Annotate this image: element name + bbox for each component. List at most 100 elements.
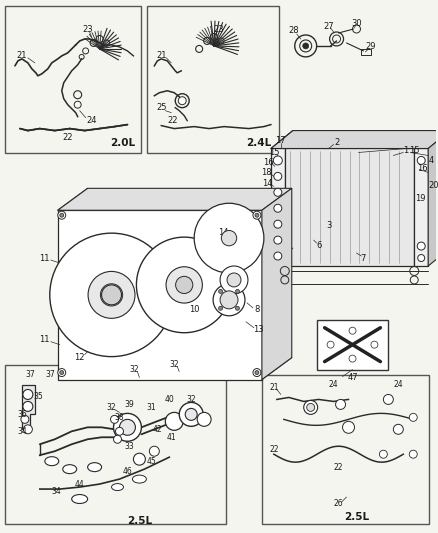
- Circle shape: [23, 401, 33, 411]
- Circle shape: [393, 424, 403, 434]
- Ellipse shape: [88, 463, 102, 472]
- Text: 18: 18: [261, 168, 272, 177]
- Text: 21: 21: [156, 51, 166, 60]
- Text: 24: 24: [329, 380, 339, 389]
- Ellipse shape: [45, 457, 59, 466]
- Circle shape: [179, 402, 203, 426]
- Circle shape: [236, 306, 240, 310]
- Circle shape: [304, 400, 318, 414]
- Circle shape: [219, 306, 223, 310]
- Text: 34: 34: [52, 487, 62, 496]
- Text: 36: 36: [17, 410, 27, 419]
- Circle shape: [102, 285, 121, 305]
- Polygon shape: [428, 131, 438, 266]
- Text: 4: 4: [428, 156, 434, 165]
- Text: 2: 2: [334, 138, 339, 147]
- Text: 16: 16: [417, 164, 427, 173]
- Text: 44: 44: [75, 480, 85, 489]
- Circle shape: [274, 220, 282, 228]
- Text: 20: 20: [428, 181, 438, 190]
- Bar: [414, 149, 428, 266]
- Circle shape: [327, 341, 334, 348]
- Bar: [5, 6, 141, 154]
- Text: 3: 3: [326, 221, 331, 230]
- Polygon shape: [262, 188, 292, 379]
- Text: 37: 37: [45, 370, 55, 379]
- Text: 27: 27: [323, 21, 334, 30]
- Circle shape: [120, 419, 135, 435]
- Text: 11: 11: [39, 335, 50, 344]
- Text: 15: 15: [409, 146, 420, 155]
- Text: 29: 29: [365, 43, 376, 51]
- Text: 30: 30: [351, 19, 362, 28]
- Text: 32: 32: [130, 365, 139, 374]
- Text: 22: 22: [334, 463, 343, 472]
- Text: 17: 17: [276, 136, 286, 145]
- Polygon shape: [58, 210, 262, 379]
- Circle shape: [220, 266, 248, 294]
- Text: 39: 39: [124, 400, 134, 409]
- Circle shape: [58, 368, 66, 376]
- Circle shape: [149, 446, 159, 456]
- Circle shape: [100, 284, 123, 306]
- Text: 33: 33: [124, 442, 134, 451]
- Text: 35: 35: [33, 392, 43, 401]
- Bar: [5, 365, 226, 524]
- Circle shape: [227, 273, 241, 287]
- Text: 22: 22: [167, 116, 177, 125]
- Ellipse shape: [112, 483, 124, 490]
- Text: 32: 32: [107, 403, 117, 412]
- Circle shape: [371, 341, 378, 348]
- Text: 28: 28: [289, 27, 299, 36]
- Text: 21: 21: [17, 51, 27, 60]
- Text: 24: 24: [86, 116, 97, 125]
- Bar: [262, 375, 429, 524]
- Text: 14: 14: [218, 228, 228, 237]
- Text: 40: 40: [164, 395, 174, 404]
- Circle shape: [88, 271, 135, 318]
- Text: 7: 7: [361, 254, 366, 263]
- Text: 8: 8: [254, 305, 260, 314]
- Text: 2.5L: 2.5L: [344, 512, 369, 522]
- Text: 24: 24: [393, 380, 403, 389]
- Text: 38: 38: [115, 413, 124, 422]
- Bar: [271, 149, 285, 266]
- Text: 19: 19: [415, 194, 425, 203]
- Text: 45: 45: [146, 457, 156, 466]
- Circle shape: [274, 204, 282, 212]
- Text: 23: 23: [82, 25, 93, 34]
- Circle shape: [220, 291, 238, 309]
- Text: 34: 34: [17, 427, 27, 436]
- Text: 22: 22: [269, 445, 279, 454]
- Circle shape: [50, 233, 173, 357]
- Ellipse shape: [72, 495, 88, 504]
- Circle shape: [274, 252, 282, 260]
- Circle shape: [136, 237, 232, 333]
- Circle shape: [213, 284, 245, 316]
- Circle shape: [274, 236, 282, 244]
- Text: 25: 25: [156, 103, 166, 112]
- Text: 10: 10: [189, 305, 199, 314]
- Circle shape: [383, 394, 393, 405]
- Text: 37: 37: [25, 370, 35, 379]
- Circle shape: [274, 188, 282, 196]
- Circle shape: [349, 327, 356, 334]
- Circle shape: [116, 427, 124, 435]
- Circle shape: [58, 211, 66, 219]
- Text: 16: 16: [264, 158, 274, 167]
- Circle shape: [236, 289, 240, 293]
- Circle shape: [307, 403, 314, 411]
- Circle shape: [409, 450, 417, 458]
- Text: 46: 46: [123, 466, 132, 475]
- Text: 14: 14: [261, 179, 272, 188]
- Text: 32: 32: [170, 360, 179, 369]
- Text: 6: 6: [316, 240, 321, 249]
- Bar: [147, 6, 279, 154]
- Bar: [317, 320, 389, 369]
- Circle shape: [255, 370, 259, 375]
- Circle shape: [409, 414, 417, 422]
- Ellipse shape: [63, 465, 77, 474]
- Circle shape: [197, 413, 211, 426]
- Text: 47: 47: [347, 373, 358, 382]
- Circle shape: [60, 213, 64, 217]
